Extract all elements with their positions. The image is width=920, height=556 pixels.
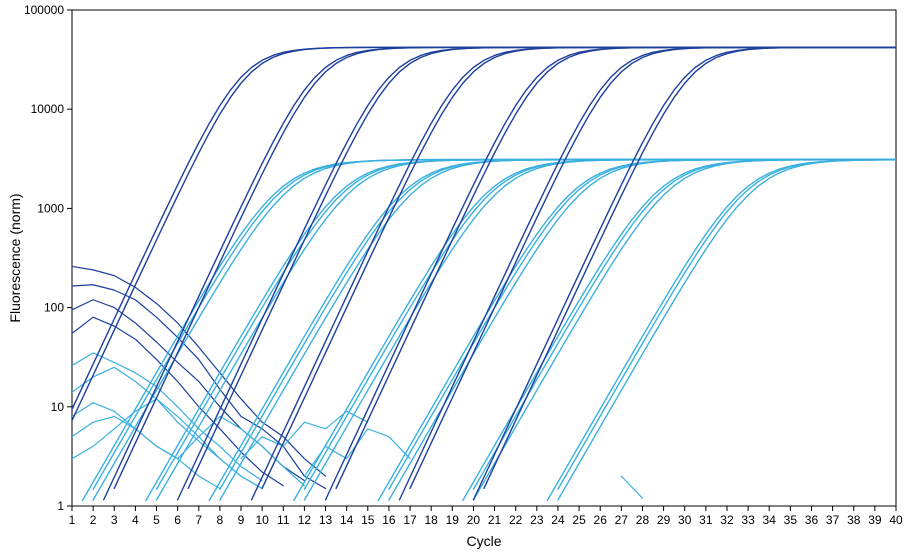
trace bbox=[83, 160, 896, 501]
trace bbox=[93, 160, 896, 490]
y-tick-label: 1 bbox=[57, 499, 64, 513]
x-tick-label: 22 bbox=[509, 513, 523, 527]
x-tick-label: 5 bbox=[153, 513, 160, 527]
trace bbox=[336, 47, 896, 488]
trace bbox=[558, 160, 896, 489]
amplification-chart: 1101001000100001000001234567891011121314… bbox=[0, 0, 920, 556]
x-tick-label: 16 bbox=[382, 513, 396, 527]
trace bbox=[621, 476, 642, 498]
x-tick-label: 11 bbox=[277, 513, 290, 527]
x-tick-label: 8 bbox=[217, 513, 224, 527]
trace bbox=[484, 47, 896, 488]
x-tick-label: 19 bbox=[446, 513, 460, 527]
x-tick-label: 1 bbox=[69, 513, 76, 527]
x-tick-label: 28 bbox=[636, 513, 650, 527]
x-tick-label: 34 bbox=[763, 513, 777, 527]
y-tick-label: 10 bbox=[51, 400, 65, 414]
trace bbox=[252, 47, 896, 499]
x-tick-label: 31 bbox=[699, 513, 713, 527]
trace bbox=[547, 160, 896, 500]
trace bbox=[463, 160, 896, 501]
x-tick-label: 10 bbox=[255, 513, 269, 527]
trace bbox=[304, 429, 410, 476]
x-tick-label: 27 bbox=[615, 513, 629, 527]
y-tick-label: 100 bbox=[44, 301, 64, 315]
trace bbox=[473, 160, 896, 490]
x-tick-label: 40 bbox=[889, 513, 903, 527]
x-tick-label: 3 bbox=[111, 513, 118, 527]
x-tick-label: 23 bbox=[530, 513, 544, 527]
trace bbox=[473, 159, 896, 500]
x-tick-label: 36 bbox=[805, 513, 819, 527]
trace bbox=[410, 47, 896, 488]
trace bbox=[178, 47, 896, 499]
x-tick-label: 29 bbox=[657, 513, 671, 527]
x-tick-label: 4 bbox=[132, 513, 139, 527]
x-tick-label: 13 bbox=[319, 513, 333, 527]
x-tick-label: 14 bbox=[340, 513, 354, 527]
trace bbox=[326, 47, 896, 499]
x-tick-label: 35 bbox=[784, 513, 798, 527]
y-tick-label: 1000 bbox=[37, 201, 64, 215]
x-tick-label: 21 bbox=[488, 513, 502, 527]
x-tick-label: 6 bbox=[174, 513, 181, 527]
trace bbox=[389, 159, 896, 500]
trace bbox=[157, 159, 896, 500]
x-tick-label: 39 bbox=[868, 513, 882, 527]
trace bbox=[399, 47, 896, 499]
y-tick-label: 100000 bbox=[24, 3, 64, 17]
trace bbox=[389, 160, 896, 490]
x-tick-label: 18 bbox=[424, 513, 438, 527]
chart-svg: 1101001000100001000001234567891011121314… bbox=[0, 0, 920, 556]
x-tick-label: 15 bbox=[361, 513, 375, 527]
series-group bbox=[72, 47, 896, 500]
trace bbox=[72, 47, 896, 409]
x-tick-label: 38 bbox=[847, 513, 861, 527]
trace bbox=[93, 159, 896, 500]
trace bbox=[378, 160, 896, 501]
x-tick-label: 2 bbox=[90, 513, 97, 527]
x-tick-label: 20 bbox=[467, 513, 481, 527]
trace bbox=[157, 160, 896, 490]
trace bbox=[72, 47, 896, 420]
trace bbox=[114, 47, 896, 488]
y-tick-label: 10000 bbox=[31, 102, 65, 116]
x-tick-label: 25 bbox=[572, 513, 586, 527]
x-tick-label: 37 bbox=[826, 513, 840, 527]
y-axis-label: Fluorescence (norm) bbox=[7, 193, 23, 322]
x-tick-label: 33 bbox=[741, 513, 755, 527]
x-tick-label: 7 bbox=[195, 513, 202, 527]
x-tick-label: 17 bbox=[403, 513, 417, 527]
trace bbox=[262, 47, 896, 488]
x-tick-label: 24 bbox=[551, 513, 565, 527]
x-axis-label: Cycle bbox=[466, 533, 501, 549]
trace bbox=[72, 285, 326, 489]
x-tick-label: 9 bbox=[238, 513, 245, 527]
x-tick-label: 32 bbox=[720, 513, 734, 527]
x-tick-label: 30 bbox=[678, 513, 692, 527]
trace bbox=[294, 160, 896, 501]
x-tick-label: 26 bbox=[594, 513, 608, 527]
x-tick-label: 12 bbox=[298, 513, 312, 527]
